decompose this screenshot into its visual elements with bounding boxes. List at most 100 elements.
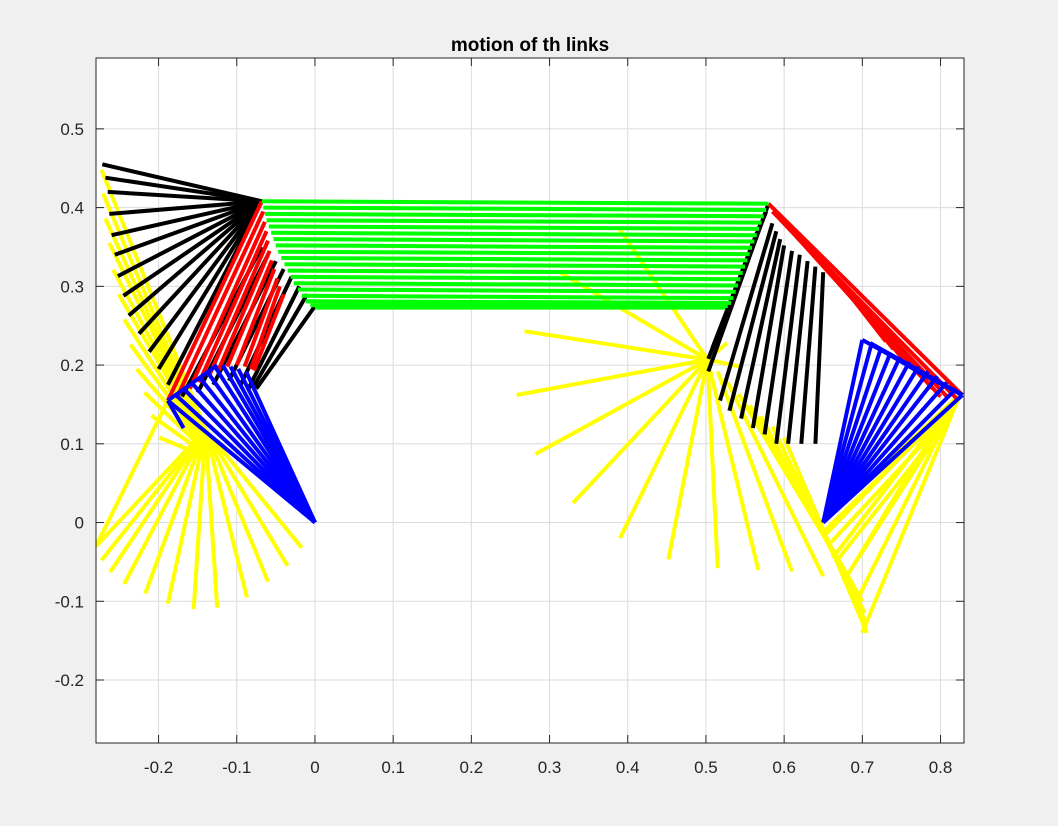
series-4 <box>261 199 769 310</box>
link-segment <box>666 359 710 560</box>
link-segment <box>166 399 186 430</box>
x-tick-label: -0.2 <box>144 758 173 777</box>
link-segment <box>705 359 761 571</box>
link-segment <box>297 287 736 294</box>
axes-box <box>95 57 965 744</box>
link-segment <box>916 369 964 397</box>
link-segment <box>268 224 760 231</box>
link-segment <box>127 199 264 318</box>
link-segment <box>263 205 767 212</box>
link-segment <box>571 358 709 505</box>
link-segment <box>99 428 208 562</box>
x-tick-label: 0.4 <box>616 758 640 777</box>
y-tick-label: 0.1 <box>60 435 84 454</box>
link-segment <box>147 200 264 353</box>
link-segment <box>137 199 264 335</box>
tick-labels: -0.2 -0.1 0 0.1 0.2 0.3 0.4 0.5 0.6 0.7 0.8 -0.2 -0.… <box>55 120 953 777</box>
link-segment <box>813 272 826 444</box>
link-segment <box>278 249 750 257</box>
link-segment <box>823 402 956 532</box>
link-segment <box>767 202 964 397</box>
link-segment <box>860 393 962 634</box>
link-segment <box>264 211 764 219</box>
link-segment <box>829 414 950 544</box>
link-segment <box>534 357 709 456</box>
link-segment <box>105 175 263 204</box>
link-segment <box>618 228 710 361</box>
link-segment <box>234 268 277 366</box>
link-segment <box>206 239 270 378</box>
link-segment <box>176 210 266 396</box>
link-segment <box>96 428 207 548</box>
link-segment <box>203 429 220 608</box>
series-3 <box>166 338 964 525</box>
link-segment <box>203 429 249 598</box>
x-tick-label: 0.1 <box>381 758 405 777</box>
plot-area <box>96 162 964 634</box>
link-segment <box>203 428 270 583</box>
link-segment <box>846 442 933 575</box>
link-segment <box>618 358 710 540</box>
link-segment <box>799 266 818 444</box>
y-tick-label: 0 <box>75 514 84 533</box>
link-segment <box>786 260 810 445</box>
x-tick-label: 0 <box>310 758 319 777</box>
chart-title: motion of th links <box>451 35 609 56</box>
link-segment <box>254 304 317 390</box>
link-segment <box>281 256 748 263</box>
link-segment <box>558 270 709 362</box>
link-segment <box>216 250 272 373</box>
link-segment <box>293 281 739 288</box>
x-tick-label: 0.7 <box>851 758 875 777</box>
link-segment <box>271 230 757 238</box>
y-tick-label: 0.2 <box>60 356 84 375</box>
link-segment <box>191 429 208 610</box>
link-segment <box>96 399 170 548</box>
link-segment <box>165 429 208 605</box>
link-segment <box>739 238 783 420</box>
link-segment <box>166 363 219 403</box>
link-segment <box>250 293 309 390</box>
link-segment <box>252 293 286 372</box>
link-segment <box>109 199 262 216</box>
link-segment <box>203 428 290 567</box>
link-segment <box>290 274 741 282</box>
link-segment <box>837 428 943 560</box>
link-segment <box>246 285 302 390</box>
link-segment <box>284 262 746 269</box>
link-segment <box>727 230 779 412</box>
link-segment <box>841 285 888 343</box>
link-segment <box>143 428 208 595</box>
link-segment <box>225 259 274 368</box>
y-tick-label: 0.3 <box>60 277 84 296</box>
link-segment <box>266 218 762 225</box>
link-segment <box>203 428 304 549</box>
link-segment <box>108 428 208 574</box>
x-tick-label: 0.8 <box>929 758 953 777</box>
link-segment <box>852 399 958 607</box>
link-segment <box>287 268 743 275</box>
y-tick-label: -0.2 <box>55 671 84 690</box>
link-segment <box>116 199 263 278</box>
y-tick-label: -0.1 <box>55 592 84 611</box>
link-segment <box>762 250 794 435</box>
link-segment <box>821 393 964 524</box>
link-segment <box>114 199 263 257</box>
link-segment <box>122 318 208 447</box>
link-segment <box>516 357 708 397</box>
x-tick-label: 0.2 <box>460 758 484 777</box>
x-tick-label: -0.1 <box>222 758 251 777</box>
link-segment <box>305 299 732 305</box>
link-segment <box>524 329 708 362</box>
link-segment <box>122 428 208 585</box>
link-segment <box>273 237 755 244</box>
link-segment <box>111 199 263 238</box>
x-tick-label: 0.6 <box>772 758 796 777</box>
link-segment <box>301 293 734 301</box>
link-segment <box>705 359 720 569</box>
link-segment <box>187 220 267 390</box>
link-segment <box>242 277 280 368</box>
y-tick-label: 0.5 <box>60 120 84 139</box>
ticks <box>96 58 964 743</box>
